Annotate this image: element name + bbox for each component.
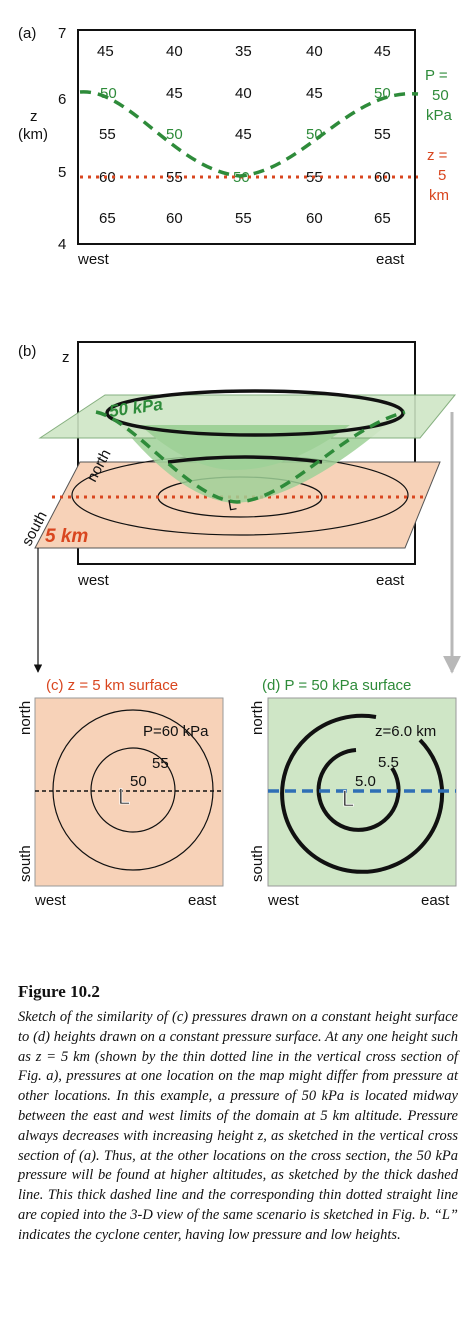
panel-c-east: east: [188, 892, 217, 909]
grid-value: 55: [166, 169, 183, 186]
grid-value: 65: [374, 210, 391, 227]
pressure-50kpa-dashed-curve: [79, 90, 419, 178]
panel-d-east: east: [421, 892, 450, 909]
caption-text: Sketch of the similarity of (c) pressure…: [18, 1009, 458, 1243]
pressure-contour-inner: [167, 455, 323, 464]
y-tick-7: 7: [58, 25, 66, 42]
y-tick-5: 5: [58, 164, 66, 181]
panel-a: (a) 7 6 5 4 z (km) 45 40 35 40 45 50 45 …: [18, 25, 453, 268]
panel-c-inner-label: 50: [130, 773, 147, 790]
panel-c-contour-inner: [90, 747, 176, 833]
panel-c-low: L: [118, 784, 130, 809]
panel-b-frame: [77, 341, 416, 565]
grid-value: 60: [166, 210, 183, 227]
panel-b-east: east: [376, 572, 405, 589]
panel-a-west: west: [77, 251, 110, 268]
pressure-label-line3: kPa: [426, 107, 453, 124]
panel-b-label: (b): [18, 343, 36, 360]
grid-value: 55: [99, 126, 116, 143]
panel-c-title: (c) z = 5 km surface: [46, 677, 178, 694]
grid-value: 45: [166, 85, 183, 102]
panel-c-contour-outer: [52, 709, 214, 871]
panel-d-mid-label: 5.5: [378, 754, 399, 771]
panel-d-low: L: [342, 786, 354, 811]
panel-c: (c) z = 5 km surface P=60 kPa 55 50 L no…: [17, 677, 224, 909]
grid-value: 60: [99, 169, 116, 186]
panel-c-outer-label: P=60 kPa: [143, 723, 209, 740]
grid-value: 60: [306, 210, 323, 227]
grid-value-50: 50: [100, 85, 117, 102]
panel-b: (b) z L 50 kPa 5 km north south west eas…: [18, 341, 457, 589]
panel-d-south: south: [249, 845, 266, 882]
panel-c-south: south: [17, 845, 34, 882]
y-tick-4: 4: [58, 236, 66, 253]
panel-d-outer-label: z=6.0 km: [375, 723, 436, 740]
panel-d-north: north: [249, 701, 266, 735]
grid-value: 35: [235, 43, 252, 60]
caption-title: Figure 10.2: [18, 982, 100, 1001]
grid-value: 45: [97, 43, 114, 60]
pressure-grid: 45 40 35 40 45 50 45 40 45 50 55 50 45 5…: [97, 43, 391, 227]
panel-b-z-label: z: [62, 349, 70, 366]
y-axis-label-z: z: [30, 108, 38, 125]
grid-value: 45: [374, 43, 391, 60]
panel-b-west: west: [77, 572, 110, 589]
grid-value: 45: [306, 85, 323, 102]
panel-a-label: (a): [18, 25, 36, 42]
figure-caption: Figure 10.2 Sketch of the similarity of …: [18, 982, 458, 1246]
height-label-line1: z =: [427, 147, 448, 164]
panel-c-mid-label: 55: [152, 755, 169, 772]
pressure-contour-outer: [105, 389, 405, 437]
y-axis-label-unit: (km): [18, 126, 48, 143]
grid-value: 65: [99, 210, 116, 227]
grid-value: 45: [235, 126, 252, 143]
panel-d-contour-inner: [316, 748, 401, 832]
figure-canvas: (a) 7 6 5 4 z (km) 45 40 35 40 45 50 45 …: [17, 25, 461, 909]
panel-d-inner-label: 5.0: [355, 773, 376, 790]
grid-value-50: 50: [166, 126, 183, 143]
panel-d-title: (d) P = 50 kPa surface: [262, 677, 411, 694]
pressure-label-line1: P =: [425, 67, 448, 84]
grid-value: 55: [374, 126, 391, 143]
panel-c-map: [34, 697, 224, 887]
pressure-50kpa-dashed-curve-3d: [95, 410, 406, 504]
pressure-label-line2: 50: [432, 87, 449, 104]
y-tick-6: 6: [58, 91, 66, 108]
panel-c-west: west: [34, 892, 67, 909]
panel-b-low: L: [227, 496, 238, 514]
panel-c-north: north: [17, 701, 34, 735]
grid-value: 40: [235, 85, 252, 102]
height-plane-label: 5 km: [45, 526, 88, 547]
panel-d-contour-outer: [280, 713, 445, 874]
panel-a-frame: [77, 29, 416, 245]
panel-d-west: west: [267, 892, 300, 909]
grid-value: 40: [166, 43, 183, 60]
panel-d: (d) P = 50 kPa surface z=6.0 km 5.5 5.0 …: [249, 677, 457, 909]
panel-a-east: east: [376, 251, 405, 268]
grid-value: 40: [306, 43, 323, 60]
height-label-line2: 5: [438, 167, 446, 184]
grid-value: 60: [374, 169, 391, 186]
grid-value: 55: [235, 210, 252, 227]
height-label-line3: km: [429, 187, 449, 204]
